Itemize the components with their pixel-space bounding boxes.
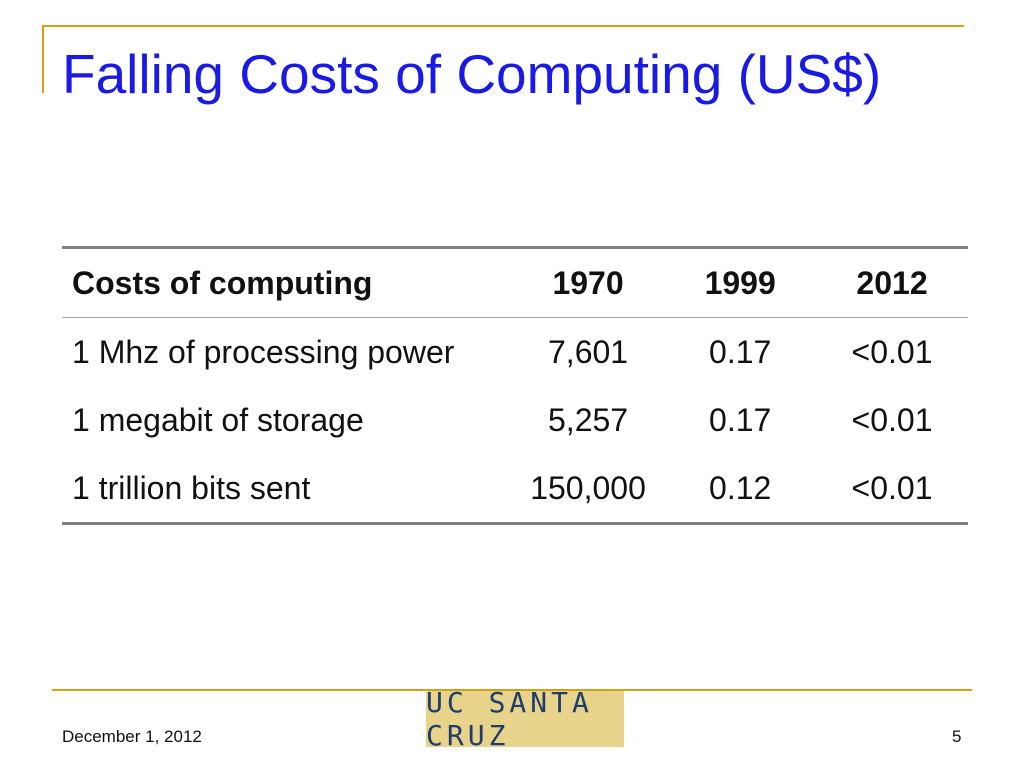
logo-text: UC SANTA CRUZ [426, 686, 593, 752]
top-accent-rule [42, 25, 964, 27]
cell-1970: 7,601 [548, 333, 629, 370]
row-label: 1 Mhz of processing power [72, 333, 455, 370]
page-number: 5 [952, 727, 962, 746]
table-row: 1 megabit of storage 5,257 0.17 <0.01 [62, 386, 968, 454]
table-row: 1 Mhz of processing power 7,601 0.17 <0.… [62, 318, 968, 387]
cell-1970: 150,000 [530, 469, 646, 506]
header-costs-of-computing: Costs of computing [62, 247, 512, 318]
cell-2012: <0.01 [851, 333, 933, 370]
row-label: 1 megabit of storage [72, 401, 364, 438]
cell-1999: 0.17 [709, 333, 772, 370]
slide-title: Falling Costs of Computing (US$) [62, 43, 882, 105]
header-2012: 2012 [816, 247, 968, 318]
table-header-row: Costs of computing 1970 1999 2012 [62, 247, 968, 318]
cell-2012: <0.01 [851, 469, 933, 506]
footer-date: December 1, 2012 [62, 727, 202, 746]
footer-accent-rule [52, 689, 972, 691]
cell-1999: 0.17 [709, 401, 772, 438]
ucsc-logo: UC SANTA CRUZ [426, 686, 624, 752]
table-row: 1 trillion bits sent 150,000 0.12 <0.01 [62, 454, 968, 524]
cost-table: Costs of computing 1970 1999 2012 1 Mhz … [62, 246, 968, 525]
left-accent-rule [42, 25, 44, 93]
cell-1970: 5,257 [548, 401, 629, 438]
cell-1999: 0.12 [709, 469, 772, 506]
header-1970: 1970 [511, 247, 665, 318]
cost-table-container: Costs of computing 1970 1999 2012 1 Mhz … [62, 246, 968, 525]
cell-2012: <0.01 [851, 401, 933, 438]
row-label: 1 trillion bits sent [72, 469, 311, 506]
header-1999: 1999 [664, 247, 817, 318]
